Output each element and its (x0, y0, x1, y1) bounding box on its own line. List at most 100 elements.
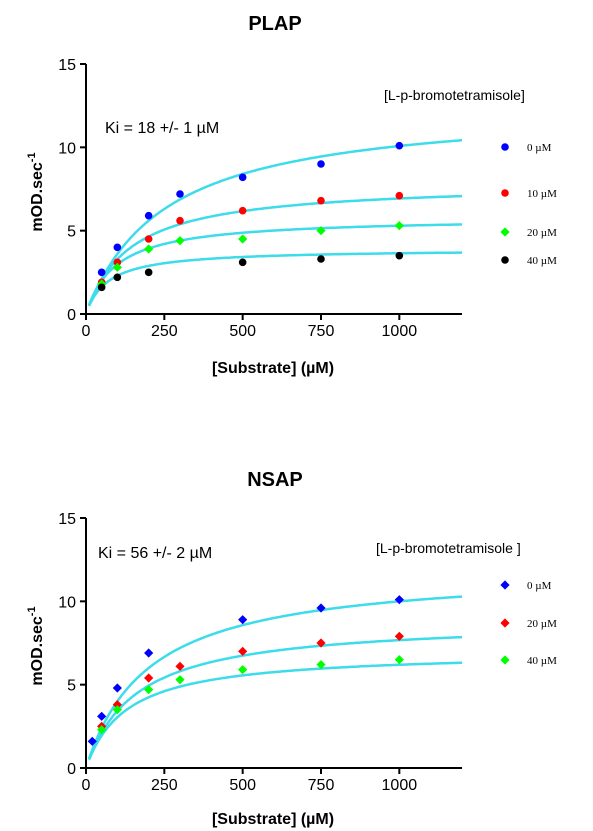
y-tick-label: 5 (67, 224, 76, 241)
data-point (395, 141, 404, 150)
data-point (316, 638, 326, 648)
data-point (395, 191, 404, 200)
legend-title: [L-p-bromotetramisole] (384, 87, 525, 103)
data-point (97, 268, 106, 277)
x-tick-label: 500 (229, 777, 256, 794)
data-point (97, 725, 107, 735)
data-point (87, 736, 97, 746)
legend: 0 µM 20 µM 40 µM (500, 580, 557, 667)
y-axis-label-superscript: -1 (26, 152, 38, 162)
data-point (144, 244, 154, 254)
chart-title: NSAP (247, 469, 303, 491)
data-point (238, 258, 247, 267)
x-tick-label: 1000 (382, 777, 418, 794)
y-axis-label-text: mOD.sec (29, 616, 46, 685)
data-point (112, 683, 122, 693)
x-axis-label: [Substrate] (µM) (212, 360, 334, 377)
x-tick-label: 250 (151, 777, 178, 794)
data-point (317, 255, 325, 263)
data-point (176, 216, 184, 225)
y-tick-label: 0 (67, 761, 76, 778)
data-point (395, 251, 404, 260)
y-axis-label-superscript: -1 (26, 606, 38, 616)
y-tick-label: 15 (58, 511, 76, 528)
data-point (144, 685, 154, 695)
legend-label: 10 µM (527, 188, 557, 200)
data-point (317, 160, 325, 168)
data-point (144, 673, 154, 683)
y-tick-label: 10 (58, 594, 76, 611)
legend-label: 0 µM (527, 142, 552, 154)
axes: 0 5 10 15 0 250 500 750 1000 (58, 57, 462, 340)
data-point (97, 711, 107, 721)
legend-label: 20 µM (527, 227, 557, 239)
x-tick-label: 500 (229, 323, 256, 340)
data-point (144, 648, 154, 658)
chart-title: PLAP (248, 13, 301, 35)
data-point (112, 700, 122, 710)
data-points (97, 141, 404, 292)
data-point (144, 235, 153, 243)
y-tick-label: 10 (58, 140, 76, 157)
nsap-chart: NSAP 0 5 10 15 0 250 500 750 1000 Ki = 56 +/- 2 … (26, 469, 557, 828)
x-tick-label: 0 (82, 777, 91, 794)
y-tick-label: 15 (58, 57, 76, 74)
data-point (394, 631, 404, 641)
data-point (316, 226, 326, 236)
data-point (144, 268, 153, 277)
data-point (238, 646, 248, 656)
legend-marker (501, 189, 509, 197)
legend: 0 µM 10 µM 20 µM 40 µM (500, 142, 557, 267)
data-point (97, 283, 106, 292)
legend-marker (500, 227, 510, 237)
data-point (175, 661, 185, 671)
data-point (175, 675, 185, 685)
y-axis-label: mOD.sec-1 (26, 152, 46, 231)
fit-curve (87, 661, 463, 761)
data-point (394, 595, 404, 605)
x-tick-label: 750 (308, 323, 335, 340)
data-point (238, 173, 247, 182)
legend-marker (500, 618, 510, 628)
data-point (112, 262, 122, 272)
ki-annotation: Ki = 56 +/- 2 µM (98, 545, 212, 562)
data-point (316, 660, 326, 670)
legend-label: 40 µM (527, 655, 557, 667)
legend-marker (500, 580, 510, 590)
y-tick-label: 0 (67, 307, 76, 324)
y-tick-label: 5 (67, 678, 76, 695)
data-point (238, 665, 248, 675)
legend-marker (500, 655, 510, 665)
x-tick-label: 0 (82, 323, 91, 340)
data-point (144, 211, 153, 220)
ki-annotation: Ki = 18 +/- 1 µM (105, 120, 219, 137)
data-point (317, 196, 325, 205)
legend-label: 0 µM (527, 580, 552, 592)
data-point (112, 705, 122, 715)
legend-marker (501, 256, 509, 264)
data-point (113, 273, 122, 282)
legend-title: [L-p-bromotetramisole ] (376, 540, 521, 556)
data-point (394, 655, 404, 665)
x-tick-label: 1000 (382, 323, 418, 340)
y-axis-label: mOD.sec-1 (26, 606, 46, 685)
plap-chart: PLAP 0 5 10 15 0 250 500 750 1000 Ki = 18 +/- 1 … (26, 13, 557, 377)
legend-marker (501, 143, 509, 151)
fit-curve (87, 223, 463, 306)
data-point (113, 243, 122, 252)
data-point (394, 221, 404, 231)
data-point (316, 603, 326, 613)
x-tick-label: 250 (151, 323, 178, 340)
data-point (238, 206, 247, 215)
legend-label: 20 µM (527, 618, 557, 630)
data-point (175, 236, 185, 246)
data-point (113, 258, 122, 267)
data-point (238, 615, 248, 625)
fit-curves (87, 138, 463, 307)
data-point (238, 234, 248, 244)
data-points (87, 595, 404, 746)
data-point (176, 190, 184, 198)
y-axis-label-text: mOD.sec (29, 162, 46, 231)
fit-curve (87, 251, 462, 307)
